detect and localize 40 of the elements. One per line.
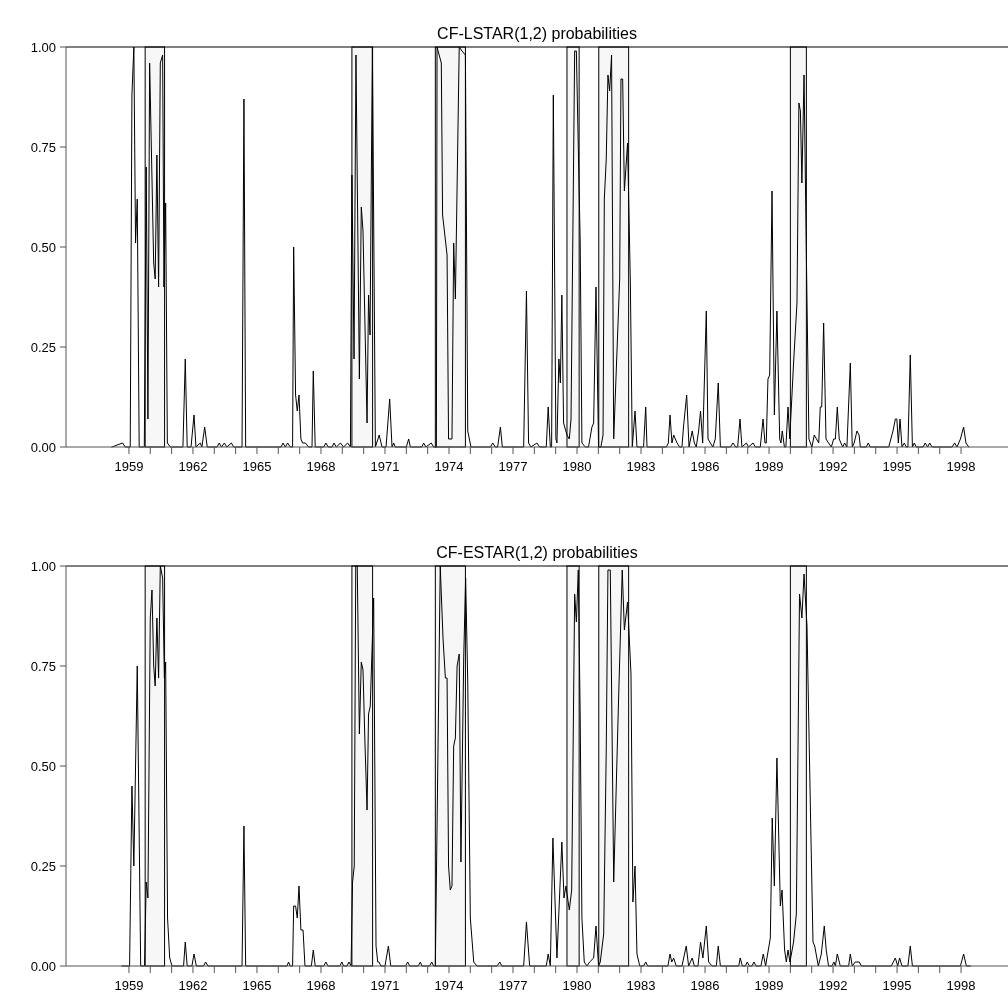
x-tick-label: 1992	[818, 978, 848, 993]
y-tick-label: 0.75	[30, 658, 56, 674]
x-tick-label: 1962	[178, 978, 208, 993]
y-tick-label: 1.00	[30, 39, 56, 55]
x-tick-label: 1974	[434, 459, 464, 474]
x-tick-label: 1968	[306, 459, 336, 474]
x-tick-label: 1980	[562, 459, 592, 474]
x-tick-label: 1968	[306, 978, 336, 993]
y-tick-label: 0.00	[30, 958, 56, 974]
x-tick-label: 1971	[370, 459, 400, 474]
chart-title: CF-LSTAR(1,2) probabilities	[437, 25, 637, 42]
x-tick-label: 1983	[626, 459, 656, 474]
x-tick-label: 1959	[114, 459, 144, 474]
x-tick-label: 1959	[114, 978, 144, 993]
x-tick-label: 1977	[498, 978, 528, 993]
x-tick-label: 1974	[434, 978, 464, 993]
y-tick-label: 0.50	[30, 239, 56, 255]
y-tick-label: 0.00	[30, 439, 56, 455]
x-tick-label: 1989	[754, 978, 784, 993]
x-tick-label: 1989	[754, 459, 784, 474]
x-tick-label: 1980	[562, 978, 592, 993]
y-tick-label: 0.75	[30, 139, 56, 155]
chart-title: CF-ESTAR(1,2) probabilities	[436, 544, 638, 561]
x-tick-label: 1998	[946, 978, 976, 993]
x-tick-label: 1965	[242, 459, 272, 474]
y-tick-label: 0.25	[30, 858, 56, 874]
x-tick-label: 1995	[882, 978, 912, 993]
x-tick-label: 1986	[690, 978, 720, 993]
x-tick-label: 1995	[882, 459, 912, 474]
x-tick-label: 1962	[178, 459, 208, 474]
y-tick-label: 0.25	[30, 339, 56, 355]
x-tick-label: 1983	[626, 978, 656, 993]
x-tick-label: 1998	[946, 459, 976, 474]
x-tick-label: 1965	[242, 978, 272, 993]
y-tick-label: 0.50	[30, 758, 56, 774]
x-tick-label: 1977	[498, 459, 528, 474]
x-tick-label: 1992	[818, 459, 848, 474]
x-tick-label: 1971	[370, 978, 400, 993]
y-tick-label: 1.00	[30, 558, 56, 574]
x-tick-label: 1986	[690, 459, 720, 474]
